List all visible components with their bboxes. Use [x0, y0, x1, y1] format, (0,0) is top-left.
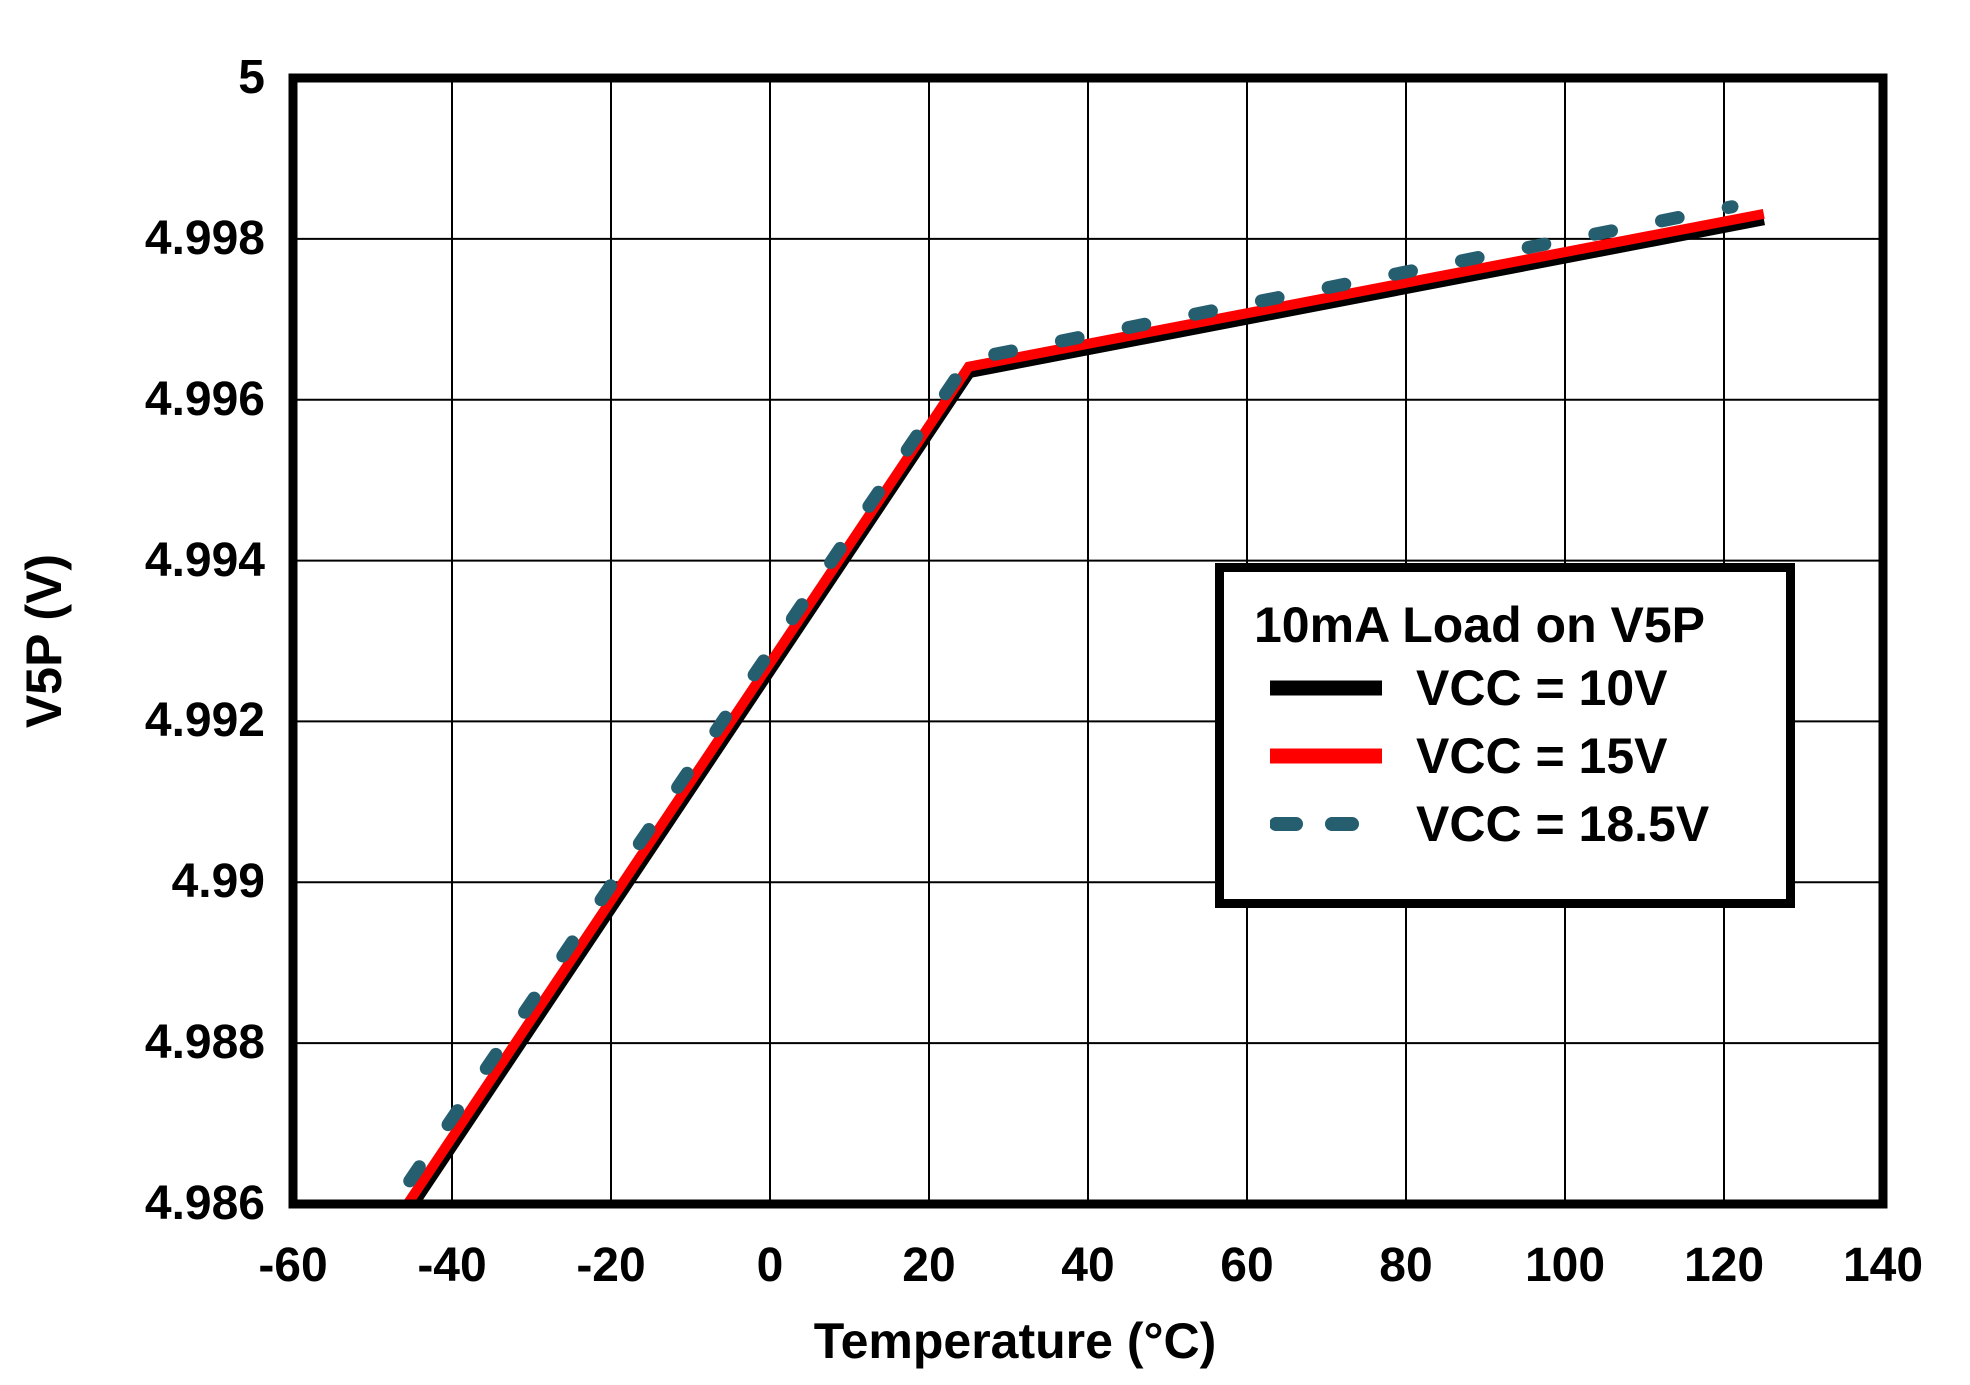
y-tick-label: 4.99 [171, 855, 265, 909]
x-tick-label: 60 [1220, 1239, 1274, 1292]
y-axis-title: V5P (V) [16, 553, 72, 729]
y-tick-label: 4.988 [144, 1016, 265, 1070]
y-tick-label: 4.998 [144, 211, 265, 265]
legend-title: 10mA Load on V5P [1254, 597, 1706, 653]
x-tick-label: 120 [1683, 1239, 1765, 1292]
solid-black-line-icon [1270, 680, 1382, 696]
x-tick-label: -40 [417, 1239, 487, 1292]
x-tick-label: -60 [258, 1239, 328, 1292]
series-line-2 [387, 200, 1739, 1211]
legend-row-vcc-15v: VCC = 15V [1254, 722, 1776, 790]
y-tick-label: 4.994 [144, 533, 265, 587]
legend-row-vcc-10v: VCC = 10V [1254, 654, 1776, 722]
plot-border [288, 73, 1888, 1209]
x-axis-title: Temperature (°C) [813, 1313, 1217, 1369]
legend-label-vcc-18-5v: VCC = 18.5V [1416, 796, 1710, 852]
y-tick-label: 4.992 [144, 694, 265, 748]
legend-box: 10mA Load on V5P VCC = 10V VCC = 15V VCC… [1215, 563, 1795, 908]
y-tick-label: 4.986 [144, 1177, 265, 1230]
x-tick-label: 0 [756, 1239, 784, 1292]
y-tick-label: 4.996 [144, 372, 265, 426]
x-tick-label: -20 [576, 1239, 646, 1292]
dashed-teal-line-icon [1270, 817, 1382, 831]
solid-red-line-icon [1270, 748, 1382, 764]
series-line-1 [403, 208, 1765, 1207]
x-tick-label: 100 [1524, 1239, 1606, 1292]
x-tick-label: 140 [1842, 1239, 1924, 1292]
x-tick-label: 20 [902, 1239, 956, 1292]
legend-label-vcc-10v: VCC = 10V [1416, 660, 1668, 716]
legend-row-vcc-18-5v: VCC = 18.5V [1254, 790, 1776, 858]
x-tick-label: 80 [1379, 1239, 1433, 1292]
y-tick-label: 5 [238, 51, 265, 104]
legend-label-vcc-15v: VCC = 15V [1416, 728, 1668, 784]
x-tick-label: 40 [1061, 1239, 1115, 1292]
